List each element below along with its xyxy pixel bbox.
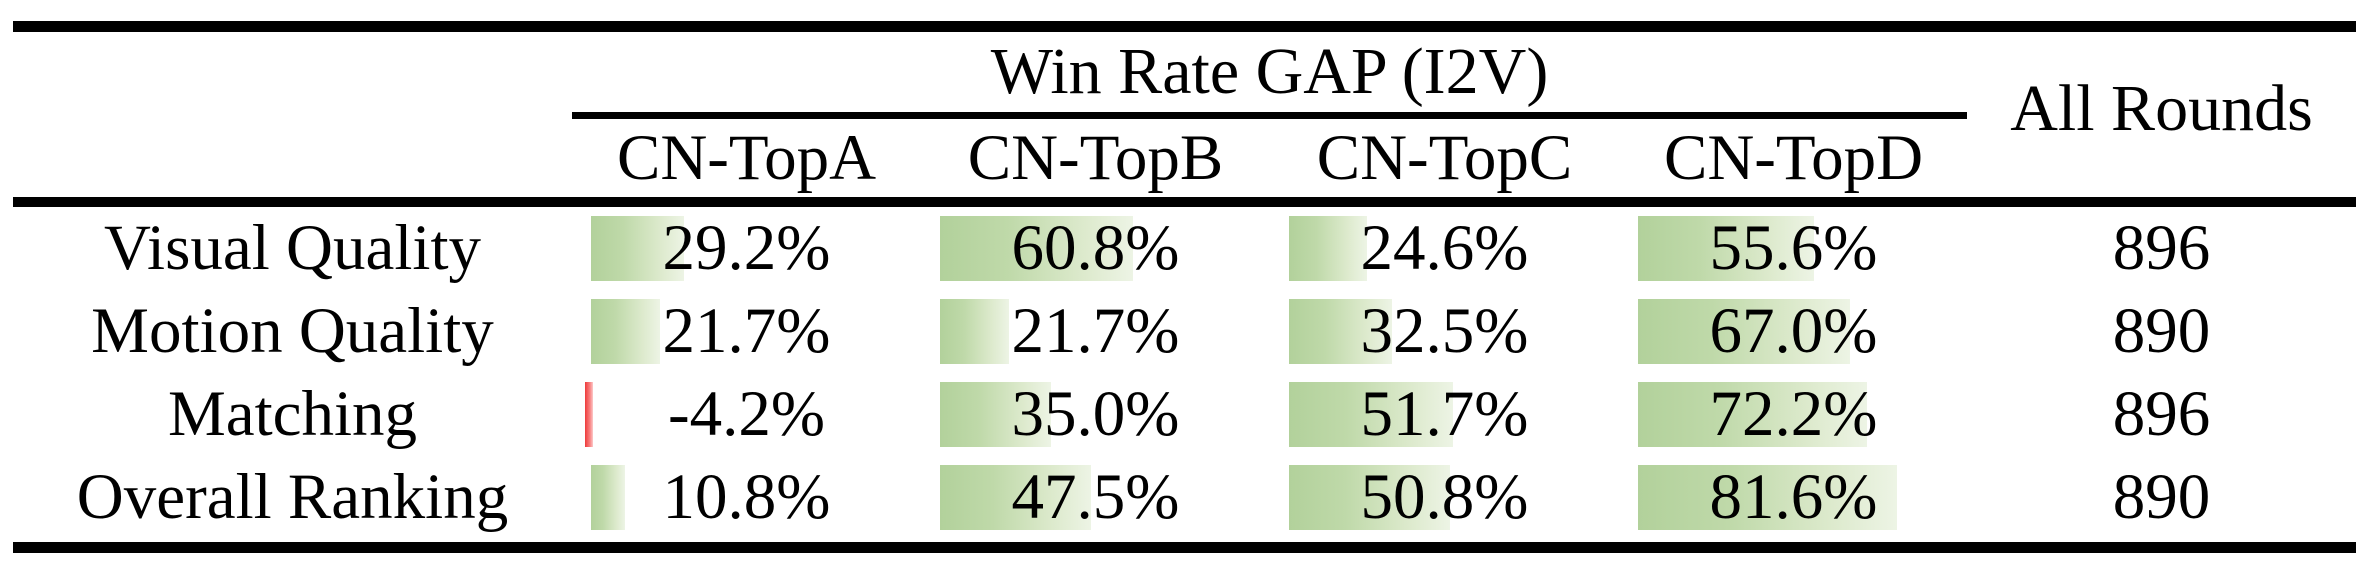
cell-value: 29.2% [662,212,831,284]
data-bar [940,382,1051,447]
header-body-divider-rule [13,197,2356,207]
cell-value: 47.5% [1011,461,1180,533]
cell-value: 21.7% [1011,295,1180,367]
cell-value: 35.0% [1011,378,1180,450]
column-header-all-rounds: All Rounds [2010,72,2313,145]
data-bar [1638,216,1815,281]
cell-value: 32.5% [1360,295,1529,367]
table-cell: 24.6% [1270,207,1619,290]
table-cell: 51.7% [1270,373,1619,456]
cell-value: 51.7% [1360,378,1529,450]
row-label-overall-ranking: Overall Ranking [76,461,509,533]
column-header-cn-topb: CN-TopB [967,121,1224,194]
table-bottom-rule [13,542,2356,553]
cell-value: 55.6% [1709,212,1878,284]
cell-value: 10.8% [662,461,831,533]
table-cell: 67.0% [1619,290,1968,373]
data-bar [940,299,1009,364]
table-cell: 21.7% [921,290,1270,373]
cell-value: -4.2% [667,378,826,450]
table-cell: 50.8% [1270,456,1619,539]
data-bar [1289,382,1453,447]
cell-value: 50.8% [1360,461,1529,533]
cell-value: 24.6% [1360,212,1529,284]
cell-value: 67.0% [1709,295,1878,367]
data-bar [1638,465,1897,530]
table-cell: 47.5% [921,456,1270,539]
all-rounds-value: 896 [2112,212,2211,284]
cell-value: 60.8% [1011,212,1180,284]
table-cell: 32.5% [1270,290,1619,373]
row-label-matching: Matching [167,378,418,450]
column-header-cn-topd: CN-TopD [1663,121,1924,194]
data-bar [940,216,1133,281]
cell-value: 72.2% [1709,378,1878,450]
table-cell: 55.6% [1619,207,1968,290]
table-top-rule [13,21,2356,32]
table-cell: 35.0% [921,373,1270,456]
data-bar [1289,465,1451,530]
table-cell: -4.2% [572,373,921,456]
column-header-cn-topa: CN-TopA [616,121,877,194]
row-label-motion-quality: Motion Quality [91,295,494,367]
data-bar [591,465,626,530]
data-bar [1289,216,1367,281]
data-bar [940,465,1091,530]
table-cell: 10.8% [572,456,921,539]
data-bar [591,216,684,281]
all-rounds-value: 896 [2112,378,2211,450]
row-label-visual-quality: Visual Quality [103,212,482,284]
data-bar [585,382,593,447]
column-header-cn-topc: CN-TopC [1316,121,1573,194]
data-bar [1638,382,1867,447]
all-rounds-value: 890 [2112,461,2211,533]
data-bar [1638,299,1851,364]
data-bar [1289,299,1393,364]
table-cell: 29.2% [572,207,921,290]
table-cell: 72.2% [1619,373,1968,456]
data-bar [591,299,660,364]
all-rounds-value: 890 [2112,295,2211,367]
table-cell: 21.7% [572,290,921,373]
cell-value: 21.7% [662,295,831,367]
group-header-win-rate-gap: Win Rate GAP (I2V) [990,35,1549,108]
group-header-underline-rule [572,112,1967,119]
table-cell: 81.6% [1619,456,1968,539]
table-cell: 60.8% [921,207,1270,290]
cell-value: 81.6% [1709,461,1878,533]
